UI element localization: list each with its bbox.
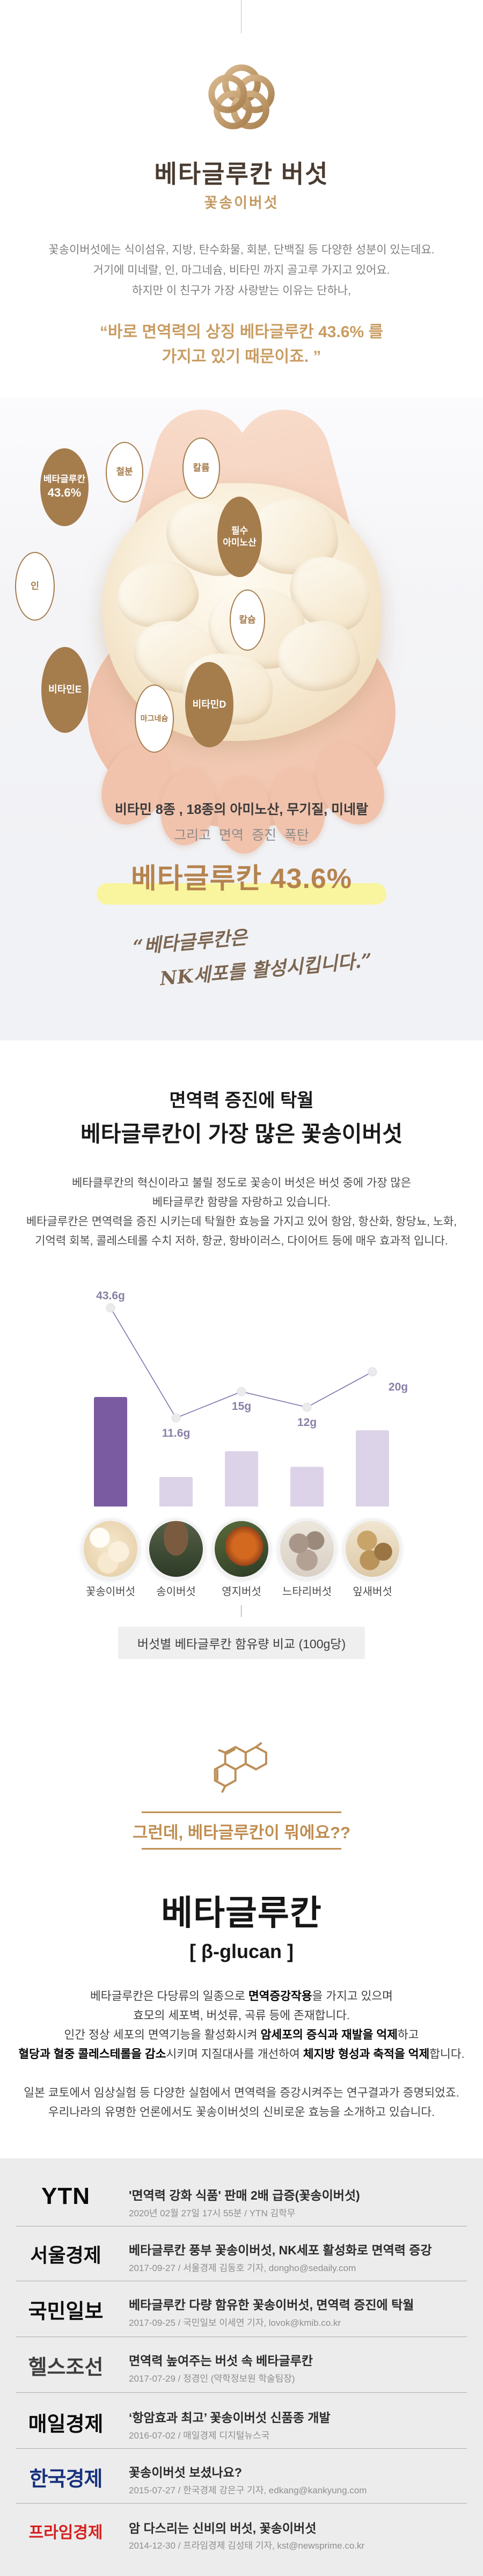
section2-paragraph: 베타클루칸의 혁신이라고 불릴 정도로 꽃송이 버섯은 버섯 중에 가장 많은 … (26, 1177, 457, 1247)
press-logo-maeil-economy: 매일경제 (28, 2413, 104, 2436)
gold-divider-bottom (142, 1848, 341, 1850)
press-logo-seoul-economy: 서울경제 (30, 2244, 101, 2266)
section2-heading-line1: 면역력 증진에 탁월 (169, 1090, 314, 1111)
category-label-neutari: 느타리버섯 (282, 1586, 332, 1598)
press-logo-ytn: YTN (41, 2183, 90, 2209)
chart-bar-ipsae (356, 1430, 389, 1507)
chart-bar-kkotsongi (94, 1397, 127, 1507)
yellow-highlight (97, 883, 386, 905)
intro-paragraph: 꽃송이버섯에는 식이섬유, 지방, 탄수화물, 회분, 단백질 등 다양한 성분… (0, 240, 483, 301)
category-label-ipsae: 잎새버섯 (353, 1586, 392, 1598)
nutrient-summary-line: 비타민 8종 , 18종의 아미노산, 무기질, 미네랄 (114, 802, 369, 817)
press-headline: 암 다스리는 신비의 버섯, 꽃송이버섯 (129, 2521, 317, 2535)
press-section (0, 2158, 483, 2576)
quote-line-2: 가지고 있기 때문이죠. ” (162, 348, 321, 366)
press-headline: 베타글루칸 풍부 꽃송이버섯, NK세포 활성화로 면역력 증강 (129, 2243, 432, 2257)
finger-illustration (217, 776, 271, 854)
value-label-15g: 15g (231, 1400, 252, 1413)
chart-bar-neutari (290, 1467, 324, 1507)
category-label-kkotsongi: 꽃송이버섯 (86, 1586, 135, 1598)
molecule-illustration (214, 1741, 269, 1801)
press-logo-prime-economy: 프라임경제 (28, 2524, 103, 2542)
intro-line-3: 하지만 이 친구가 가장 사랑받는 이유는 단하나, (132, 285, 351, 297)
bubble-potassium: 칼륨 (182, 438, 220, 499)
betaglucan-title-en: [ β-glucan ] (189, 1940, 294, 1962)
bubble-phosphorus: 인 (15, 552, 55, 621)
press-byline: 2015-07-27 / 한국경제 강은구 기자, edkang@kankyun… (129, 2485, 367, 2495)
bubble-betaglucan: 베타글루칸 43.6% (40, 448, 89, 526)
bubble-iron: 철분 (106, 442, 143, 503)
value-label-43-6g: 43.6g (96, 1290, 125, 1302)
photo-ipsae-mushroom (343, 1518, 402, 1580)
quote-line-1: “바로 면역력의 상징 베타글루칸 43.6% 를 (99, 323, 384, 341)
photo-songi-mushroom (147, 1518, 206, 1580)
betaglucan-title: 베타글루칸 (161, 1894, 322, 1932)
hexagon-molecule-icon (214, 1742, 267, 1793)
section2-heading-line2: 베타글루칸이 가장 많은 꽃송이버섯 (80, 1122, 402, 1146)
betaglucan-description: 베타글루칸은 다당류의 일종으로 면역증강작용을 가지고 있으며 효모의 세포벽… (18, 1990, 465, 2061)
press-byline: 2020년 02월 27일 17시 55분 / YTN 김학무 (129, 2208, 296, 2218)
press-byline: 2016-07-02 / 매일경제 디지털뉴스국 (129, 2431, 270, 2441)
value-label-12g: 12g (297, 1416, 317, 1429)
press-headline: '면역력 강화 식품' 판매 2배 급증(꽃송이버섯) (129, 2188, 360, 2202)
category-label-yeongji: 영지버섯 (222, 1586, 261, 1598)
hero-section: 베타글루칸 43.6% 철분 칼륨 필수 아미노산 인 칼슘 비타민E 마그네슘… (0, 397, 483, 1040)
gold-divider-top (142, 1811, 341, 1813)
chart-caption: 버섯별 베타글루칸 함유량 비교 (100g당) (118, 1627, 365, 1659)
press-logo-health-chosun: 헬스조선 (28, 2356, 104, 2379)
press-byline: 2017-07-29 / 정경인 (약학정보원 학술팀장) (129, 2374, 295, 2384)
press-logo-hankyung: 한국경제 (29, 2468, 103, 2491)
chart-line-overlay (106, 1303, 377, 1423)
press-row-divider (16, 2503, 467, 2504)
page-subtitle: 꽃송이버섯 (204, 195, 279, 211)
category-label-songi: 송이버섯 (156, 1586, 196, 1598)
bubble-vitamin-e: 비타민E (41, 647, 89, 733)
press-logo-kukmin-ilbo: 국민일보 (28, 2301, 104, 2323)
immunity-summary-line: 그리고 면역 증진 폭탄 (174, 828, 309, 843)
value-label-20g: 20g (388, 1381, 408, 1393)
intro-line-1: 꽃송이버섯에는 식이섬유, 지방, 탄수화물, 회분, 단백질 등 다양한 성분… (48, 244, 435, 256)
bubble-magnesium: 마그네슘 (135, 685, 174, 753)
betaglucan-bar-chart: 43.6g 11.6g 15g 12g 20g (0, 1289, 483, 1507)
page-title: 베타글루칸 버섯 (154, 160, 329, 188)
press-row-divider (16, 2448, 467, 2449)
press-headline: ‘항암효과 최고’ 꽃송이버섯 신품종 개발 (129, 2411, 331, 2425)
press-headline: 꽃송이버섯 보셨나요? (129, 2465, 242, 2479)
press-row-divider (16, 2392, 467, 2393)
press-headline: 면역력 높여주는 버섯 속 베타글루칸 (129, 2354, 313, 2368)
photo-neutari-mushroom (277, 1518, 336, 1580)
photo-kkotsongi-mushroom (81, 1518, 140, 1580)
betaglucan-highlight-text: 베타글루칸 43.6% (130, 863, 353, 894)
question-heading: 그런데, 베타글루칸이 뭐에요?? (133, 1823, 350, 1842)
press-byline: 2017-09-27 / 서울경제 김동호 기자, dongho@sedaily… (129, 2263, 356, 2273)
press-byline: 2017-09-25 / 국민일보 이세연 기자, lovok@kmib.co.… (129, 2318, 341, 2328)
press-headline: 베타글루칸 다량 함유한 꽃송이버섯, 면역력 증진에 탁월 (129, 2298, 414, 2312)
value-label-11-6g: 11.6g (162, 1427, 191, 1439)
flower-knot-icon (208, 64, 275, 129)
chart-bar-yeongji (225, 1451, 258, 1507)
intro-line-2: 거기에 미네랄, 인, 마그네슘, 비타민 까지 골고루 가지고 있어요. (93, 264, 390, 276)
brand-logo (204, 60, 279, 135)
photo-yeongji-mushroom (212, 1518, 271, 1580)
chart-bar-songi (159, 1477, 193, 1507)
bubble-essential-amino-acid: 필수 아미노산 (217, 497, 262, 577)
key-quote: “바로 면역력의 상징 베타글루칸 43.6% 를 가지고 있기 때문이죠. ” (0, 320, 483, 369)
bubble-calcium: 칼슘 (230, 590, 265, 651)
press-byline: 2014-12-30 / 프라임경제 김성태 기자, kst@newsprime… (129, 2541, 365, 2551)
research-description: 일본 쿄토에서 임상실험 등 다양한 실험에서 면역력을 증강시켜주는 연구결과… (24, 2086, 459, 2119)
bubble-vitamin-d: 비타민D (185, 662, 233, 747)
betaglucan-value: 43.6% (47, 486, 82, 500)
